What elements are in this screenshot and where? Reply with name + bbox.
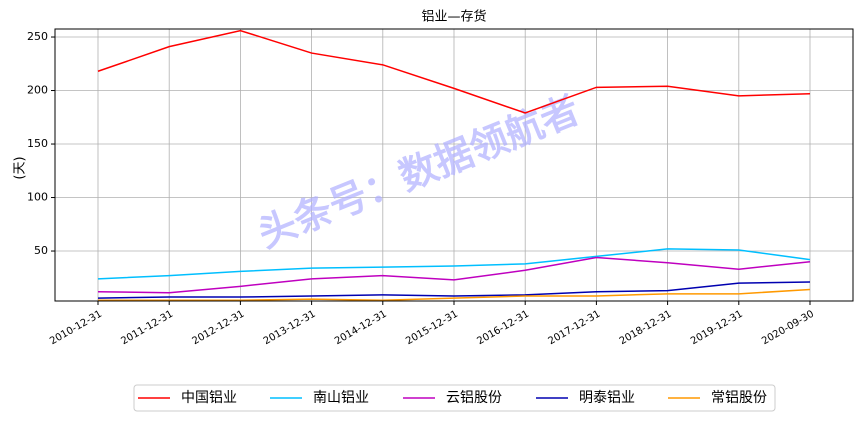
series-line: [97, 248, 811, 280]
chart-title: 铝业—存货: [421, 9, 486, 25]
y-tick-label: 200: [27, 84, 48, 97]
legend-label: 中国铝业: [181, 390, 237, 406]
y-tick-label: 100: [27, 191, 48, 204]
legend-label: 常铝股份: [711, 390, 767, 406]
x-tick-label: 2019-12-31: [689, 309, 745, 348]
y-axis-label: (天): [13, 156, 28, 179]
watermark: 头条号：数据领航者: [252, 86, 586, 256]
x-tick-label: 2010-12-31: [48, 309, 104, 348]
y-tick-label: 150: [27, 137, 48, 150]
series-line: [97, 256, 811, 294]
legend-label: 云铝股份: [446, 390, 502, 406]
x-tick-label: 2012-12-31: [191, 309, 247, 348]
y-tick-label: 50: [34, 244, 48, 257]
x-tick-label: 2017-12-31: [547, 309, 603, 348]
series-line: [97, 29, 811, 114]
x-tick-label: 2011-12-31: [119, 309, 175, 348]
x-tick-label: 2020-09-30: [760, 309, 816, 348]
x-tick-label: 2016-12-31: [475, 309, 531, 348]
series-line: [98, 288, 811, 302]
series-line: [97, 281, 811, 299]
plot-frame: [54, 28, 854, 302]
x-tick-label: 2014-12-31: [333, 309, 389, 348]
x-tick-label: 2015-12-31: [404, 309, 460, 348]
x-tick-label: 2013-12-31: [262, 309, 318, 348]
legend-box: [133, 384, 776, 412]
legend-label: 南山铝业: [313, 390, 369, 406]
legend-label: 明泰铝业: [579, 390, 635, 406]
x-tick-label: 2018-12-31: [618, 309, 674, 348]
y-tick-label: 250: [27, 30, 48, 43]
